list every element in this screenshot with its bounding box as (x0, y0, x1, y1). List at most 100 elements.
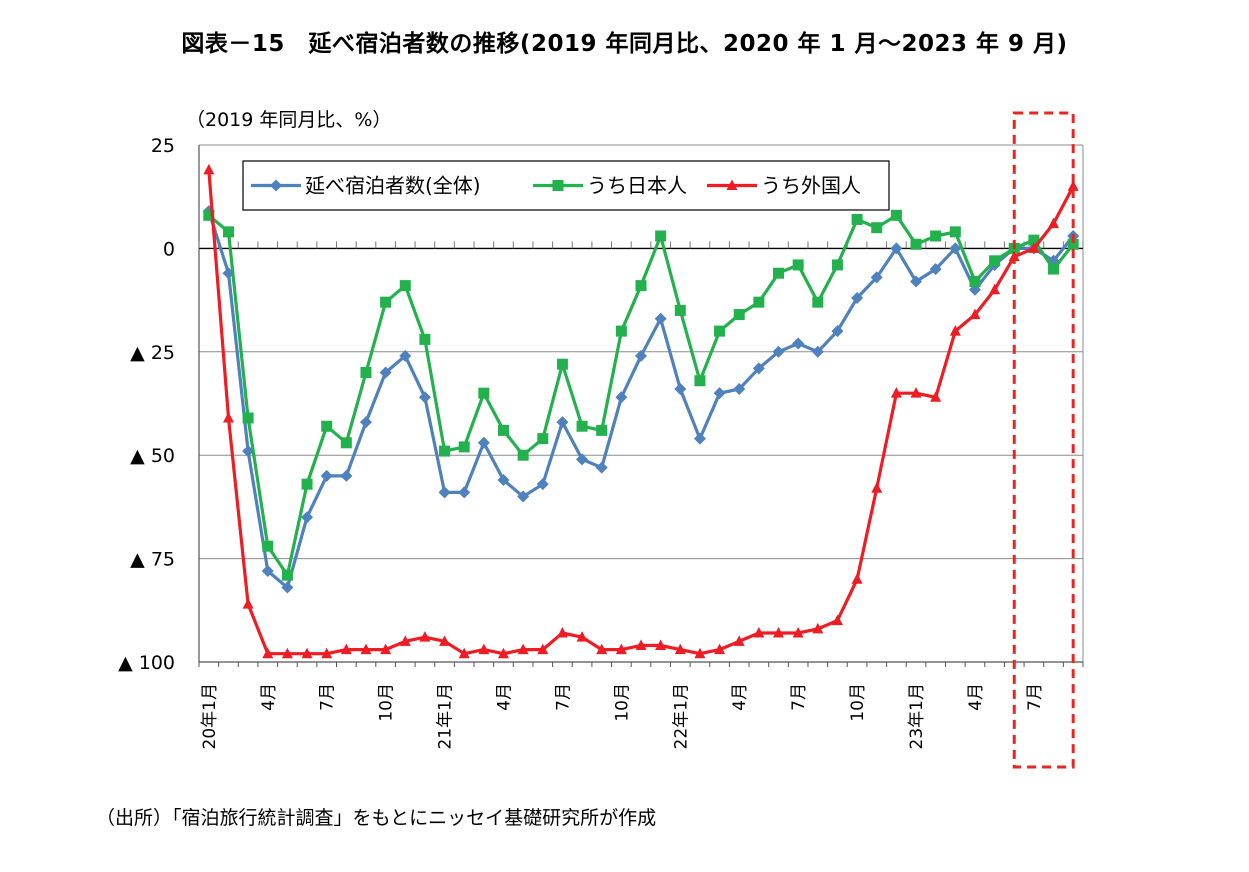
data-point-diamond (713, 387, 726, 400)
data-point-square (871, 222, 883, 234)
data-point-diamond (379, 366, 392, 379)
x-tick-label: 4月 (494, 683, 514, 711)
data-point-diamond (359, 416, 372, 429)
data-point-diamond (654, 312, 667, 325)
data-point-square (242, 412, 254, 424)
data-point-square (281, 569, 293, 581)
data-point-square (694, 375, 706, 387)
data-point-triangle (910, 387, 922, 398)
data-point-diamond (576, 453, 589, 466)
y-tick-label: ▲ 25 (130, 342, 175, 364)
data-point-diamond (910, 275, 923, 288)
data-point-diamond (438, 486, 451, 499)
x-tick-label: 10月 (377, 683, 397, 722)
data-point-triangle (458, 647, 470, 659)
data-point-diamond (517, 490, 530, 503)
x-tick-label: 7月 (1025, 683, 1045, 711)
data-point-triangle (655, 639, 667, 650)
data-point-square (596, 424, 608, 436)
data-point-square (517, 449, 529, 461)
data-point-square (458, 441, 470, 453)
data-point-triangle (969, 308, 981, 320)
data-point-triangle (1028, 242, 1040, 253)
legend-label: 延べ宿泊者数(全体) (305, 174, 481, 198)
data-point-triangle (615, 643, 627, 655)
data-point-square (949, 226, 961, 238)
data-point-triangle (792, 627, 804, 638)
legend-marker-square (552, 180, 564, 191)
data-point-triangle (360, 643, 372, 655)
data-point-triangle (930, 391, 942, 402)
data-point-triangle (419, 631, 431, 642)
x-tick-label: 7月 (553, 683, 573, 711)
data-point-square (576, 420, 588, 432)
legend-label: うち外国人 (761, 174, 861, 198)
data-point-square (989, 255, 1001, 267)
data-point-diamond (674, 383, 687, 396)
data-point-triangle (871, 482, 883, 493)
series-line (207, 210, 1075, 590)
data-point-square (1028, 234, 1040, 246)
data-point-square (537, 433, 549, 445)
data-point-square (910, 238, 922, 250)
data-point-square (1048, 263, 1060, 275)
x-tick-label: 21年1月 (436, 683, 456, 749)
data-point-square (222, 226, 234, 238)
data-point-square (714, 325, 726, 337)
legend-label: うち日本人 (587, 174, 687, 198)
data-point-triangle (340, 643, 352, 655)
data-point-triangle (773, 627, 785, 638)
x-tick-label: 4月 (259, 683, 279, 711)
data-point-triangle (1067, 180, 1079, 191)
data-point-square (321, 420, 333, 432)
data-point-diamond (929, 263, 942, 276)
data-point-triangle (812, 622, 824, 634)
x-tick-label: 10月 (612, 683, 632, 722)
data-point-square (674, 304, 686, 316)
data-point-triangle (262, 647, 274, 659)
data-point-diamond (890, 242, 903, 255)
legend-marker-diamond (270, 179, 282, 192)
data-point-diamond (772, 345, 785, 358)
data-point-square (753, 296, 765, 308)
y-tick-label: 0 (163, 238, 175, 260)
data-point-triangle (989, 283, 1001, 295)
data-point-triangle (674, 643, 686, 655)
data-point-diamond (536, 478, 549, 491)
data-point-diamond (693, 432, 706, 445)
data-point-diamond (281, 581, 294, 594)
data-point-diamond (556, 416, 569, 429)
x-tick-label: 7月 (789, 683, 809, 711)
y-tick-label: ▲ 75 (130, 549, 175, 571)
data-point-diamond (340, 469, 353, 482)
data-point-triangle (1048, 217, 1060, 229)
data-point-triangle (596, 643, 608, 655)
data-point-diamond (497, 474, 510, 487)
x-tick-label: 22年1月 (671, 683, 691, 749)
data-point-triangle (694, 647, 706, 659)
series-line (207, 213, 1075, 577)
data-point-diamond (301, 511, 314, 524)
data-point-square (439, 445, 451, 457)
data-point-triangle (949, 325, 961, 336)
legend-marker-triangle (726, 179, 738, 190)
data-point-triangle (714, 643, 726, 655)
data-point-triangle (242, 598, 254, 609)
data-point-square (262, 540, 274, 552)
data-point-square (930, 230, 942, 242)
data-point-triangle (556, 627, 568, 638)
data-point-triangle (635, 639, 647, 650)
data-point-diamond (949, 242, 962, 255)
data-point-triangle (753, 627, 765, 638)
data-point-square (773, 267, 785, 279)
chart-title: 図表－15 延べ宿泊者数の推移(2019 年同月比、2020 年 1 月～202… (181, 31, 1068, 57)
data-point-triangle (301, 647, 313, 659)
data-point-triangle (831, 614, 843, 626)
y-tick-label: ▲ 50 (130, 445, 175, 467)
data-point-square (340, 437, 352, 449)
x-tick-label: 23年1月 (907, 683, 927, 749)
series-line (207, 169, 1075, 656)
data-point-diamond (792, 337, 805, 350)
x-tick-label: 4月 (730, 683, 750, 711)
